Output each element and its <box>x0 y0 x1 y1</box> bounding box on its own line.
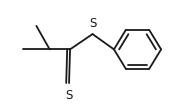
Text: S: S <box>65 88 73 101</box>
Text: S: S <box>89 17 96 30</box>
